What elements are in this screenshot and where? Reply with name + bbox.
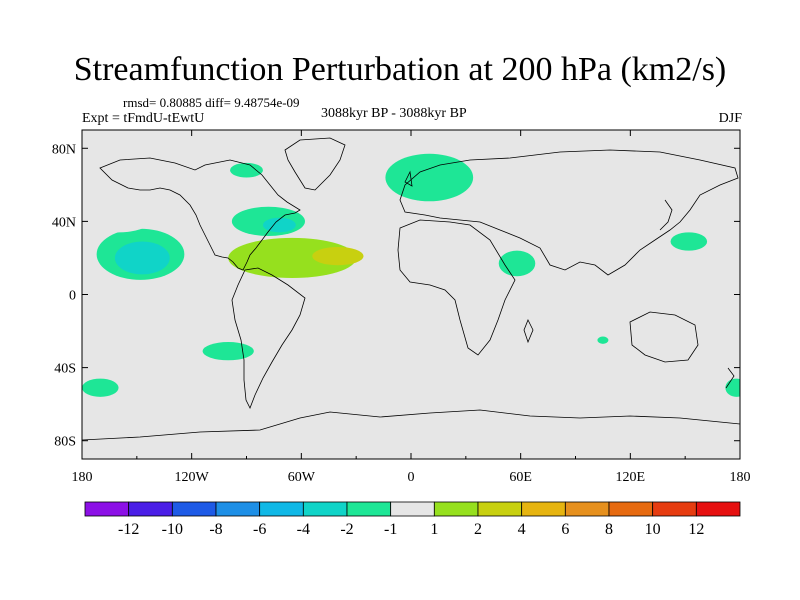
coastline-new-zealand	[725, 367, 735, 389]
colorbar-box	[564, 501, 610, 517]
contour-region-17	[529, 336, 549, 352]
season-label: DJF	[718, 111, 742, 126]
colorbar-label: -10	[162, 521, 183, 538]
stats-line: rmsd= 0.80885 diff= 9.48754e-09	[123, 95, 300, 110]
colorbar-box	[302, 501, 348, 517]
contour-region-8	[312, 246, 364, 266]
x-tick-label: 180	[72, 470, 93, 485]
coastline-south-america	[231, 267, 306, 409]
colorbar-box	[433, 501, 479, 517]
colorbar-label: -1	[384, 521, 397, 538]
contour-region-14	[182, 376, 212, 392]
contour-region-16	[425, 338, 441, 346]
colorbar-box	[477, 501, 523, 517]
contour-region-12	[670, 232, 708, 251]
y-tick-label: 80S	[54, 435, 76, 450]
colorbar-box	[171, 501, 217, 517]
contour-region-20	[82, 378, 119, 397]
x-axis: 180 120W 60W 0 60E 120E 180	[72, 130, 751, 485]
x-tick-label: 0	[408, 470, 415, 485]
colorbar-box	[608, 501, 654, 517]
colorbar-label: -2	[340, 521, 353, 538]
colorbar-box	[84, 501, 130, 517]
colorbar-label: -12	[118, 521, 139, 538]
contour-region-19	[679, 351, 691, 359]
colorbar-box	[652, 501, 697, 517]
colorbar-label: -4	[297, 521, 310, 538]
contour-region-10	[495, 217, 518, 229]
coastline-north-america	[99, 157, 301, 271]
colorbar-label: 12	[688, 521, 704, 538]
colorbar-label: 1	[430, 521, 438, 538]
contour-region-4	[230, 162, 263, 178]
colorbar-label: 6	[561, 521, 569, 538]
colorbar-box	[695, 501, 741, 517]
colorbar-label: -6	[253, 521, 266, 538]
colorbar-box	[390, 501, 435, 517]
x-tick-label: 120W	[175, 470, 210, 485]
contour-region-2	[87, 210, 150, 233]
y-tick-label: 40S	[54, 362, 76, 377]
coastline-uk	[404, 170, 413, 187]
contour-region-15	[129, 319, 137, 325]
contour-region-13	[202, 342, 254, 361]
colorbar-label: 4	[518, 521, 526, 538]
contour-region-18	[597, 336, 609, 344]
chart-title: Streamfunction Perturbation at 200 hPa (…	[73, 51, 727, 88]
coastline-australia	[629, 311, 699, 363]
coastline-greenland	[284, 137, 346, 191]
coastline-eurasia	[399, 149, 739, 276]
colorbar: -12 -10 -8 -6 -4 -2 -1 1 2 4 6 8 10 12	[84, 501, 741, 538]
coastline-japan	[659, 199, 673, 231]
x-tick-label: 60E	[509, 470, 532, 485]
coastlines	[82, 137, 740, 441]
colorbar-box	[346, 501, 392, 517]
x-tick-label: 180	[730, 470, 751, 485]
contour-fills	[82, 153, 740, 397]
x-tick-label: 120E	[616, 470, 646, 485]
coastline-africa	[397, 219, 516, 356]
x-tick-label: 60W	[288, 470, 316, 485]
y-tick-label: 0	[69, 289, 76, 304]
period-label: 3088kyr BP - 3088kyr BP	[321, 106, 467, 121]
y-tick-label: 80N	[52, 142, 76, 157]
contour-region-6	[262, 217, 296, 233]
colorbar-label: -8	[209, 521, 222, 538]
contour-region-9	[385, 153, 474, 202]
y-axis: 80N 40N 0 40S 80S	[52, 142, 740, 450]
contour-region-1	[114, 241, 170, 275]
y-tick-label: 40N	[52, 215, 76, 230]
contour-region-7	[228, 237, 357, 279]
coastline-madagascar	[523, 319, 534, 344]
colorbar-label: 2	[474, 521, 482, 538]
colorbar-box	[215, 501, 261, 517]
colorbar-label: 8	[605, 521, 613, 538]
colorbar-box	[521, 501, 566, 517]
colorbar-box	[128, 501, 173, 517]
colorbar-box	[259, 501, 304, 517]
coastline-antarctica	[82, 409, 740, 441]
contour-region-21	[725, 378, 740, 397]
colorbar-label: 10	[645, 521, 661, 538]
experiment-label: Expt = tFmdU-tEwtU	[82, 111, 205, 126]
